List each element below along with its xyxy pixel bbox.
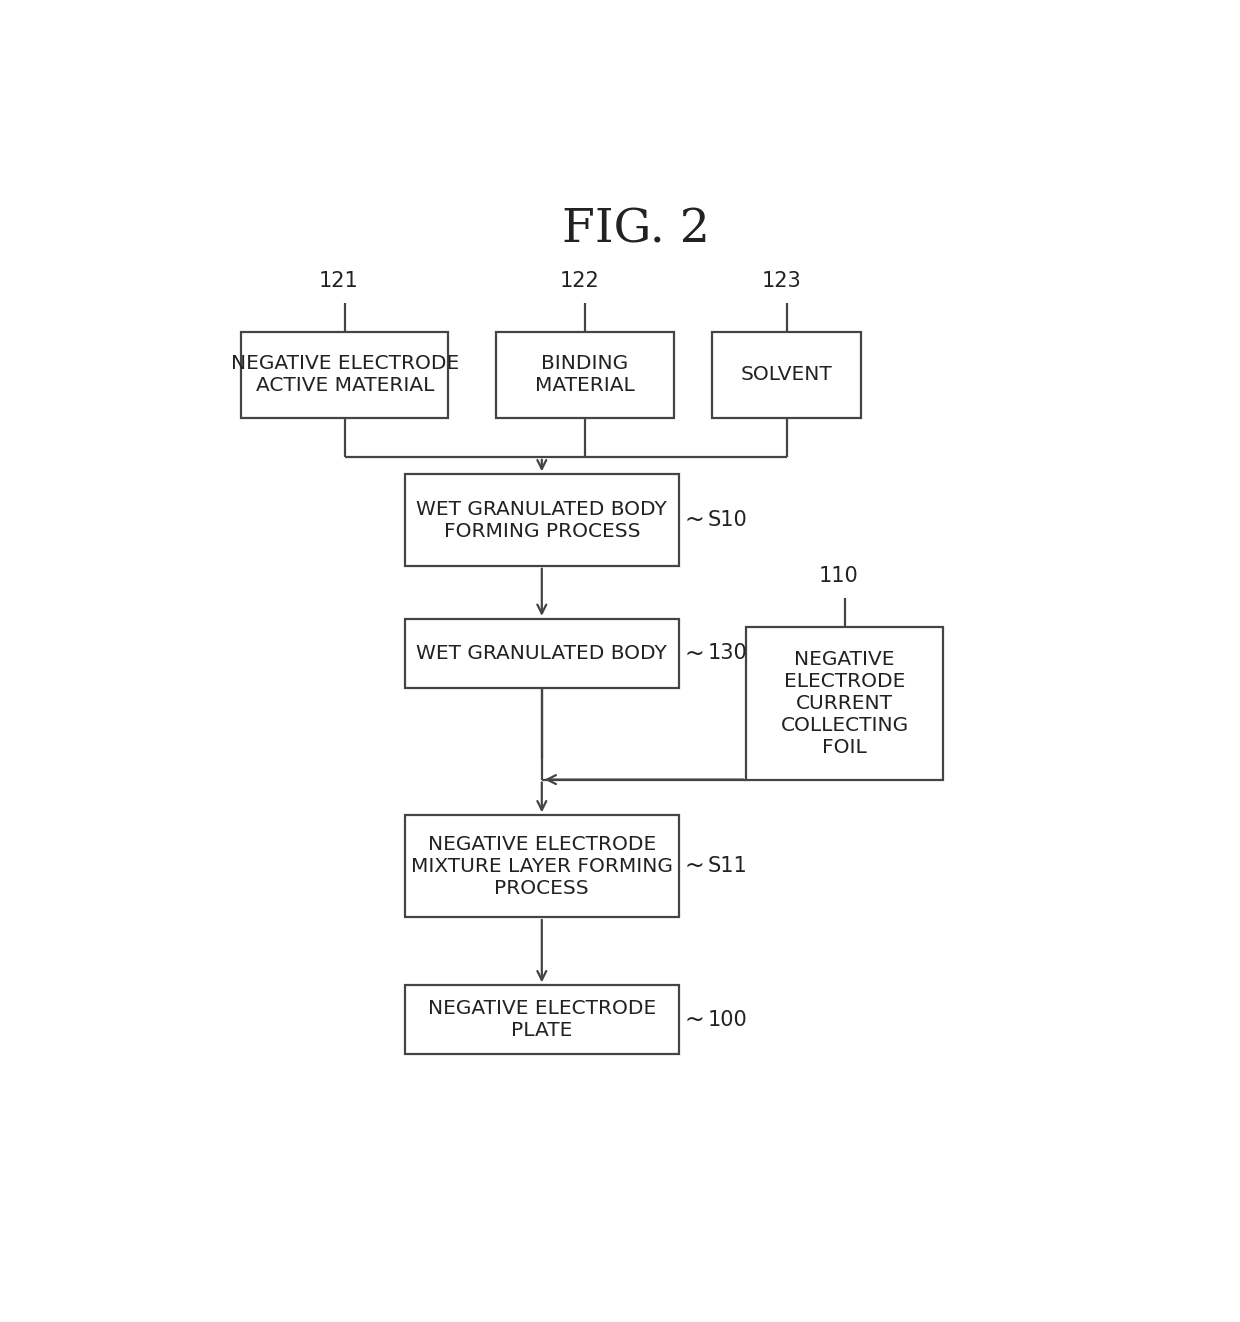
- Text: NEGATIVE
ELECTRODE
CURRENT
COLLECTING
FOIL: NEGATIVE ELECTRODE CURRENT COLLECTING FO…: [780, 649, 909, 756]
- Text: 122: 122: [559, 271, 599, 291]
- Text: FIG. 2: FIG. 2: [562, 208, 709, 253]
- Text: 121: 121: [319, 271, 358, 291]
- Text: NEGATIVE ELECTRODE
ACTIVE MATERIAL: NEGATIVE ELECTRODE ACTIVE MATERIAL: [231, 354, 459, 395]
- Text: ~: ~: [684, 854, 704, 878]
- Text: S10: S10: [708, 510, 748, 530]
- FancyBboxPatch shape: [404, 816, 678, 917]
- FancyBboxPatch shape: [404, 985, 678, 1055]
- Text: 110: 110: [818, 566, 858, 586]
- Text: NEGATIVE ELECTRODE
MIXTURE LAYER FORMING
PROCESS: NEGATIVE ELECTRODE MIXTURE LAYER FORMING…: [410, 834, 673, 898]
- Text: SOLVENT: SOLVENT: [742, 365, 833, 385]
- Text: WET GRANULATED BODY
FORMING PROCESS: WET GRANULATED BODY FORMING PROCESS: [417, 500, 667, 541]
- Text: ~: ~: [684, 641, 704, 665]
- FancyBboxPatch shape: [404, 619, 678, 687]
- Text: BINDING
MATERIAL: BINDING MATERIAL: [536, 354, 635, 395]
- FancyBboxPatch shape: [712, 332, 862, 418]
- Text: 123: 123: [761, 271, 801, 291]
- FancyBboxPatch shape: [496, 332, 675, 418]
- Text: 100: 100: [708, 1010, 748, 1030]
- Text: WET GRANULATED BODY: WET GRANULATED BODY: [417, 644, 667, 662]
- Text: ~: ~: [684, 1007, 704, 1031]
- FancyBboxPatch shape: [404, 475, 678, 566]
- Text: NEGATIVE ELECTRODE
PLATE: NEGATIVE ELECTRODE PLATE: [428, 999, 656, 1040]
- FancyBboxPatch shape: [242, 332, 448, 418]
- Text: S11: S11: [708, 857, 748, 876]
- FancyBboxPatch shape: [746, 627, 942, 780]
- Text: 130: 130: [708, 644, 748, 664]
- Text: ~: ~: [684, 508, 704, 531]
